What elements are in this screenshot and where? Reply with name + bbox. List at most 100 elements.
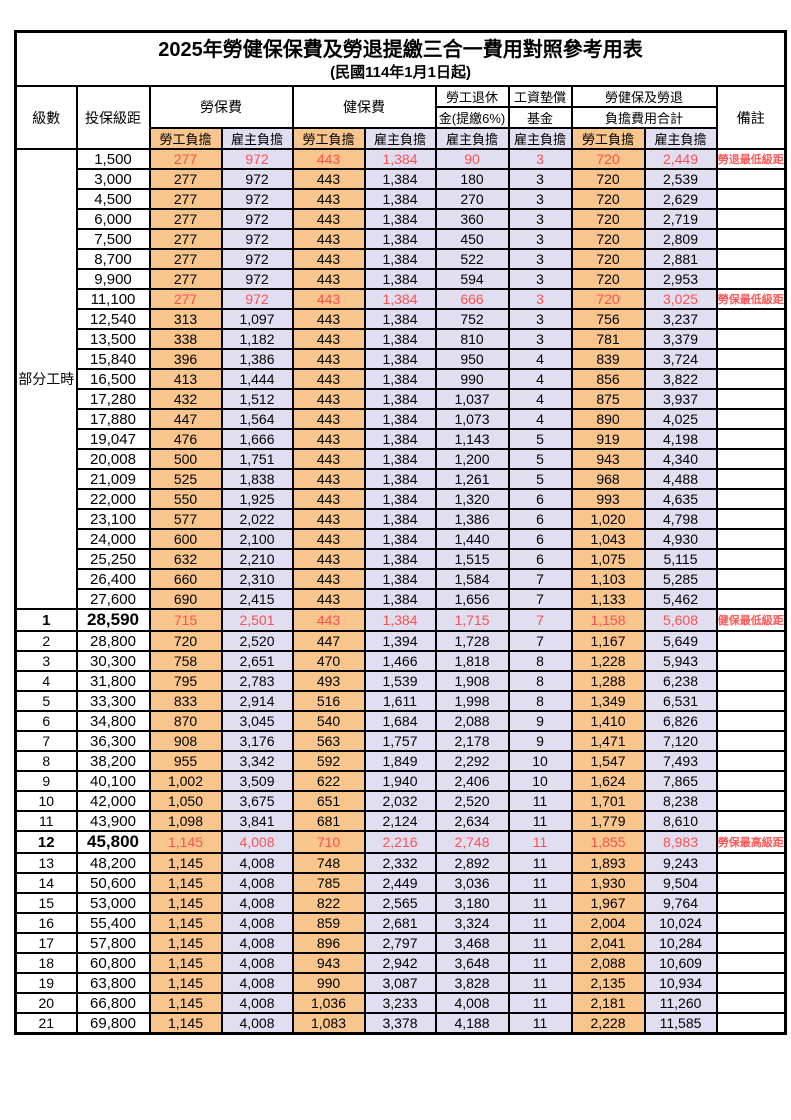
cell-total-employee: 1,779 <box>570 810 646 832</box>
cell-health-ins-employer: 3,087 <box>363 972 437 994</box>
cell-health-ins-employee: 443 <box>291 248 366 270</box>
cell-labor-ins-employer: 1,751 <box>220 448 294 470</box>
cell-labor-ins-employee: 476 <box>148 428 223 450</box>
cell-pension-employer: 3,468 <box>434 932 510 954</box>
subheader-labor-employee: 勞工負擔 <box>148 127 223 150</box>
table-row: 9 40,100 1,002 3,509 622 1,940 2,406 10 1,624 7,8… <box>14 770 787 792</box>
cell-labor-ins-employer: 1,444 <box>220 368 294 390</box>
cell-level: 15 <box>14 892 78 914</box>
cell-bracket: 4,500 <box>75 188 151 210</box>
cell-health-ins-employee: 443 <box>291 308 366 330</box>
cell-bracket: 53,000 <box>75 892 151 914</box>
cell-pension-employer: 810 <box>434 328 510 350</box>
cell-bracket: 13,500 <box>75 328 151 350</box>
cell-labor-ins-employee: 1,145 <box>148 872 223 894</box>
cell-health-ins-employer: 2,332 <box>363 852 437 874</box>
cell-labor-ins-employee: 870 <box>148 710 223 732</box>
cell-wage-fund-employer: 5 <box>507 428 573 450</box>
cell-level: 6 <box>14 710 78 732</box>
cell-health-ins-employer: 1,684 <box>363 710 437 732</box>
cell-bracket: 12,540 <box>75 308 151 330</box>
cell-remark <box>715 852 787 874</box>
cell-bracket: 17,880 <box>75 408 151 430</box>
cell-level: 9 <box>14 770 78 792</box>
cell-health-ins-employee: 443 <box>291 428 366 450</box>
cell-wage-fund-employer: 10 <box>507 770 573 792</box>
cell-labor-ins-employee: 1,145 <box>148 852 223 874</box>
cell-remark <box>715 188 787 210</box>
cell-bracket: 55,400 <box>75 912 151 934</box>
cell-bracket: 48,200 <box>75 852 151 874</box>
cell-health-ins-employer: 1,384 <box>363 368 437 390</box>
cell-total-employee: 781 <box>570 328 646 350</box>
cell-labor-ins-employer: 1,564 <box>220 408 294 430</box>
cell-wage-fund-employer: 6 <box>507 548 573 570</box>
cell-labor-ins-employee: 795 <box>148 670 223 692</box>
table-row: 17,880 447 1,564 443 1,384 1,073 4 890 4,025 <box>16 408 787 430</box>
part-time-merged-cell: 部分工時 <box>14 148 78 610</box>
table-row: 7 36,300 908 3,176 563 1,757 2,178 9 1,471 7,120 <box>14 730 787 752</box>
cell-pension-employer: 2,088 <box>434 710 510 732</box>
table-row: 3,000 277 972 443 1,384 180 3 720 2,539 <box>16 168 787 190</box>
cell-bracket: 22,000 <box>75 488 151 510</box>
cell-wage-fund-employer: 3 <box>507 248 573 270</box>
cell-total-employer: 5,649 <box>643 630 718 652</box>
table-row: 4 31,800 795 2,783 493 1,539 1,908 8 1,288 6,238 <box>14 670 787 692</box>
cell-labor-ins-employee: 1,145 <box>148 892 223 914</box>
cell-wage-fund-employer: 3 <box>507 268 573 290</box>
table-row: 19 63,800 1,145 4,008 990 3,087 3,828 11 2,135 10… <box>14 972 787 994</box>
cell-total-employee: 720 <box>570 288 646 310</box>
cell-wage-fund-employer: 3 <box>507 148 573 170</box>
cell-wage-fund-employer: 11 <box>507 852 573 874</box>
cell-remark <box>715 892 787 914</box>
cell-pension-employer: 180 <box>434 168 510 190</box>
cell-labor-ins-employer: 1,097 <box>220 308 294 330</box>
cell-pension-employer: 1,998 <box>434 690 510 712</box>
table-row: 25,250 632 2,210 443 1,384 1,515 6 1,075 5,115 <box>16 548 787 570</box>
cell-total-employee: 720 <box>570 168 646 190</box>
cell-pension-employer: 3,036 <box>434 872 510 894</box>
cell-total-employer: 11,260 <box>643 992 718 1014</box>
cell-total-employer: 5,462 <box>643 588 718 610</box>
cell-remark <box>715 268 787 290</box>
cell-health-ins-employer: 1,384 <box>363 508 437 530</box>
cell-level: 17 <box>14 932 78 954</box>
cell-wage-fund-employer: 3 <box>507 288 573 310</box>
table-row: 7,500 277 972 443 1,384 450 3 720 2,809 <box>16 228 787 250</box>
cell-labor-ins-employer: 972 <box>220 168 294 190</box>
cell-remark <box>715 912 787 934</box>
cell-total-employer: 11,585 <box>643 1012 718 1035</box>
cell-bracket: 21,009 <box>75 468 151 490</box>
cell-total-employee: 1,103 <box>570 568 646 590</box>
table-row: 4,500 277 972 443 1,384 270 3 720 2,629 <box>16 188 787 210</box>
cell-health-ins-employer: 1,384 <box>363 348 437 370</box>
cell-health-ins-employer: 2,797 <box>363 932 437 954</box>
cell-total-employee: 1,701 <box>570 790 646 812</box>
cell-labor-ins-employee: 277 <box>148 288 223 310</box>
cell-pension-employer: 1,037 <box>434 388 510 410</box>
cell-labor-ins-employer: 4,008 <box>220 972 294 994</box>
cell-health-ins-employee: 443 <box>291 348 366 370</box>
cell-health-ins-employer: 1,384 <box>363 388 437 410</box>
cell-total-employee: 1,855 <box>570 830 646 854</box>
cell-total-employer: 10,024 <box>643 912 718 934</box>
cell-wage-fund-employer: 11 <box>507 790 573 812</box>
cell-remark <box>715 730 787 752</box>
cell-health-ins-employee: 443 <box>291 528 366 550</box>
cell-wage-fund-employer: 5 <box>507 468 573 490</box>
cell-bracket: 9,900 <box>75 268 151 290</box>
cell-level: 16 <box>14 912 78 934</box>
cell-health-ins-employee: 443 <box>291 588 366 610</box>
cell-total-employer: 8,983 <box>643 830 718 854</box>
cell-health-ins-employee: 710 <box>291 830 366 854</box>
subheader-health-employer: 雇主負擔 <box>363 127 437 150</box>
cell-wage-fund-employer: 11 <box>507 830 573 854</box>
cell-total-employee: 720 <box>570 248 646 270</box>
cell-labor-ins-employer: 4,008 <box>220 852 294 874</box>
cell-labor-ins-employer: 2,310 <box>220 568 294 590</box>
cell-bracket: 3,000 <box>75 168 151 190</box>
cell-pension-employer: 1,073 <box>434 408 510 430</box>
cell-health-ins-employer: 1,384 <box>363 268 437 290</box>
cell-health-ins-employee: 990 <box>291 972 366 994</box>
cell-bracket: 8,700 <box>75 248 151 270</box>
